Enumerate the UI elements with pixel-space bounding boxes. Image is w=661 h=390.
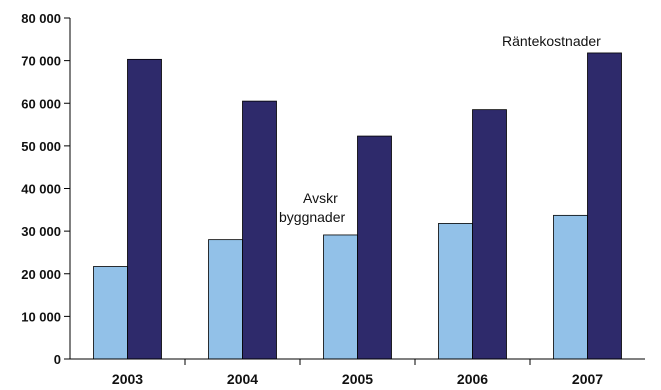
x-axis-ticks: 2003 2004 2005 2006 2007 [112,359,603,387]
bar-rantekostnader-2004 [242,100,277,360]
bar-avskr-2007 [553,214,588,360]
y-tick-label: 80 000 [21,11,61,26]
bar-rantekostnader-2005 [357,135,392,360]
y-axis-ticks: 0 10 000 20 000 30 000 40 000 50 000 60 000 70 … [21,11,70,367]
y-tick-label: 50 000 [21,139,61,154]
annotation-avskr-line1: Avskr [303,190,338,206]
y-tick-label: 0 [54,352,61,367]
annotation-avskr-line2: byggnader [279,209,346,225]
annotation-rantekostnader: Räntekostnader [502,33,601,49]
bar-avskr-2005 [323,234,358,360]
x-tick-label-2004: 2004 [227,371,258,387]
x-tick-label-2003: 2003 [112,371,143,387]
y-tick-label: 30 000 [21,224,61,239]
bar-rantekostnader-2007 [587,52,622,360]
bar-avskr-2006 [438,223,473,360]
bar-rantekostnader-2003 [127,58,162,360]
bars [93,52,622,360]
bar-avskr-2004 [208,239,243,360]
y-tick-label: 40 000 [21,182,61,197]
y-tick-label: 20 000 [21,267,61,282]
bar-rantekostnader-2006 [472,109,507,360]
x-tick-label-2007: 2007 [572,371,603,387]
x-tick-label-2006: 2006 [457,371,488,387]
x-tick-label-2005: 2005 [342,371,373,387]
y-tick-label: 10 000 [21,309,61,324]
y-tick-label: 60 000 [21,96,61,111]
y-tick-label: 70 000 [21,54,61,69]
bar-avskr-2003 [93,266,128,360]
